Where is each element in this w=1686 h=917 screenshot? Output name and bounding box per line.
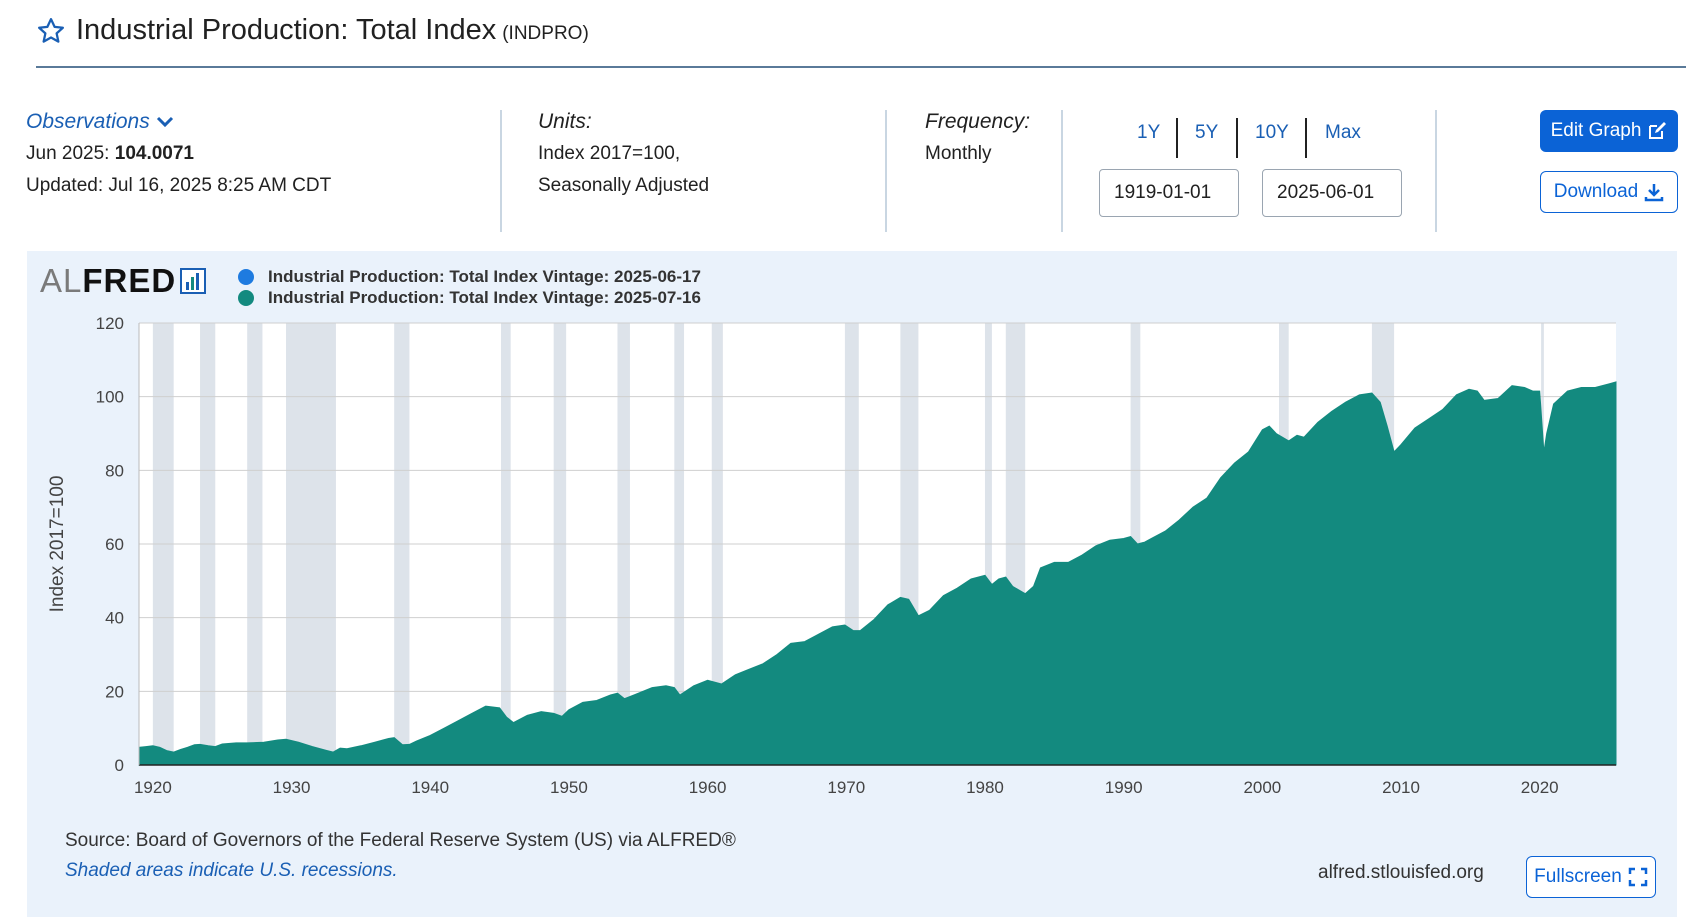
chevron-down-icon (156, 116, 173, 128)
updated-timestamp: Updated: Jul 16, 2025 8:25 AM CDT (26, 175, 332, 196)
source-text: Source: Board of Governors of the Federa… (65, 830, 736, 851)
fullscreen-icon (1628, 867, 1648, 887)
observation-period: Jun 2025: (26, 143, 110, 164)
alfred-logo: AL FRED (40, 262, 207, 300)
fullscreen-button[interactable]: Fullscreen (1526, 856, 1656, 898)
observations-dropdown[interactable]: Observations (26, 106, 331, 138)
y-tick-label: 120 (96, 314, 124, 333)
title-divider (36, 66, 1686, 68)
logo-al: AL (40, 262, 83, 299)
edit-icon (1649, 122, 1667, 139)
page-title: Industrial Production: Total Index (76, 14, 497, 46)
range-divider (1236, 118, 1238, 158)
range-divider (1305, 118, 1307, 158)
y-tick-label: 20 (105, 682, 124, 701)
y-tick-label: 40 (105, 609, 124, 628)
range-divider (1176, 118, 1178, 158)
x-tick-label: 1930 (273, 778, 311, 797)
bar-chart-icon (180, 268, 207, 294)
observations-block: Observations Jun 2025: 104.0071 Updated:… (26, 106, 331, 202)
y-axis-title: Index 2017=100 (47, 476, 68, 613)
range-5y-button[interactable]: 5Y (1195, 122, 1219, 143)
frequency-value: Monthly (925, 143, 992, 164)
y-tick-label: 0 (115, 756, 124, 775)
y-tick-label: 100 (96, 388, 124, 407)
range-10y-button[interactable]: 10Y (1255, 122, 1289, 143)
start-date-input[interactable] (1099, 169, 1239, 217)
frequency-label: Frequency: (925, 110, 1031, 133)
legend-label: Industrial Production: Total Index Vinta… (268, 288, 701, 307)
x-tick-label: 1970 (827, 778, 865, 797)
x-tick-label: 1950 (550, 778, 588, 797)
units-block: Units: Index 2017=100, Seasonally Adjust… (538, 106, 709, 202)
edit-graph-label: Edit Graph (1550, 120, 1642, 141)
star-icon[interactable] (36, 16, 66, 46)
edit-graph-button[interactable]: Edit Graph (1540, 110, 1678, 152)
x-tick-label: 1980 (966, 778, 1004, 797)
x-tick-label: 1960 (689, 778, 727, 797)
legend-item[interactable]: Industrial Production: Total Index Vinta… (238, 287, 701, 308)
x-tick-label: 2000 (1243, 778, 1281, 797)
frequency-block: Frequency: Monthly (925, 106, 1030, 170)
range-max-button[interactable]: Max (1325, 122, 1361, 143)
legend-marker (238, 289, 254, 306)
download-icon (1645, 184, 1664, 202)
series-id: (INDPRO) (502, 22, 589, 44)
title-row: Industrial Production: Total Index (INDP… (36, 14, 589, 47)
legend-label: Industrial Production: Total Index Vinta… (268, 267, 701, 286)
units-label: Units: (538, 110, 592, 133)
legend-marker (238, 268, 254, 285)
x-tick-label: 2010 (1382, 778, 1420, 797)
observation-value: 104.0071 (114, 143, 194, 164)
fullscreen-label: Fullscreen (1534, 866, 1622, 887)
units-line-2: Seasonally Adjusted (538, 175, 710, 196)
logo-fred: FRED (82, 262, 177, 299)
y-tick-label: 80 (105, 461, 124, 480)
chart-legend: Industrial Production: Total Index Vinta… (238, 266, 701, 308)
divider (500, 110, 502, 232)
range-1y-button[interactable]: 1Y (1137, 122, 1161, 143)
site-url: alfred.stlouisfed.org (1318, 862, 1484, 883)
x-tick-label: 1990 (1105, 778, 1143, 797)
latest-observation: Jun 2025: 104.0071 (26, 138, 331, 170)
units-line-1: Index 2017=100, (538, 143, 681, 164)
chart-plot[interactable]: 0 20 40 60 80 100 120 1920 1930 1940 1950 1960 1970 1… (27, 305, 1677, 825)
observations-label: Observations (26, 110, 150, 133)
end-date-input[interactable] (1262, 169, 1402, 217)
download-label: Download (1553, 181, 1639, 202)
divider (1435, 110, 1437, 232)
x-tick-label: 1940 (411, 778, 449, 797)
x-tick-label: 2020 (1521, 778, 1559, 797)
x-tick-label: 1920 (134, 778, 172, 797)
y-tick-label: 60 (105, 535, 124, 554)
download-button[interactable]: Download (1540, 171, 1678, 213)
series-area[interactable] (138, 381, 1617, 766)
recession-note-link[interactable]: Shaded areas indicate U.S. recessions. (65, 860, 398, 881)
legend-item[interactable]: Industrial Production: Total Index Vinta… (238, 266, 701, 287)
divider (885, 110, 887, 232)
divider (1061, 110, 1063, 232)
